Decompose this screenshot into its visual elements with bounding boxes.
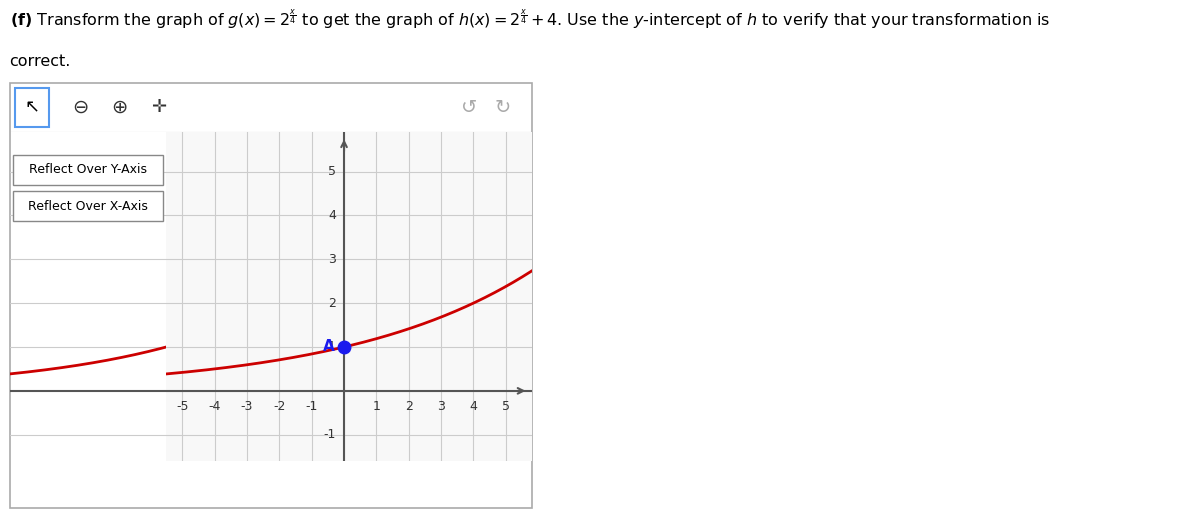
Text: 5: 5 xyxy=(328,165,336,178)
Text: 1: 1 xyxy=(372,399,380,413)
Text: 5: 5 xyxy=(502,399,510,413)
Text: ⊕: ⊕ xyxy=(112,98,127,117)
Text: -2: -2 xyxy=(274,399,286,413)
Text: 2: 2 xyxy=(328,297,336,310)
Text: ↺: ↺ xyxy=(461,98,478,117)
FancyBboxPatch shape xyxy=(13,191,163,221)
Text: correct.: correct. xyxy=(10,54,71,69)
Text: A: A xyxy=(323,339,335,354)
Text: ↖: ↖ xyxy=(24,98,40,117)
Text: -1: -1 xyxy=(306,399,318,413)
Text: ↻: ↻ xyxy=(494,98,511,117)
Text: 2: 2 xyxy=(404,399,413,413)
Text: 3: 3 xyxy=(437,399,445,413)
Text: -4: -4 xyxy=(209,399,221,413)
Text: -1: -1 xyxy=(324,428,336,441)
Text: 1: 1 xyxy=(328,340,336,353)
Text: 3: 3 xyxy=(328,253,336,266)
Text: -3: -3 xyxy=(241,399,253,413)
Text: -5: -5 xyxy=(176,399,188,413)
Text: Reflect Over X-Axis: Reflect Over X-Axis xyxy=(28,199,148,212)
Text: Reflect Over Y-Axis: Reflect Over Y-Axis xyxy=(29,163,146,177)
Text: 4: 4 xyxy=(469,399,478,413)
Text: $\mathbf{(f)}$ Transform the graph of $g(x) = 2^{\frac{x}{4}}$ to get the graph : $\mathbf{(f)}$ Transform the graph of $g… xyxy=(10,8,1050,32)
Text: ✛: ✛ xyxy=(151,98,166,117)
Text: ⊖: ⊖ xyxy=(72,98,89,117)
FancyBboxPatch shape xyxy=(14,88,49,127)
FancyBboxPatch shape xyxy=(13,155,163,185)
Text: 4: 4 xyxy=(328,209,336,222)
